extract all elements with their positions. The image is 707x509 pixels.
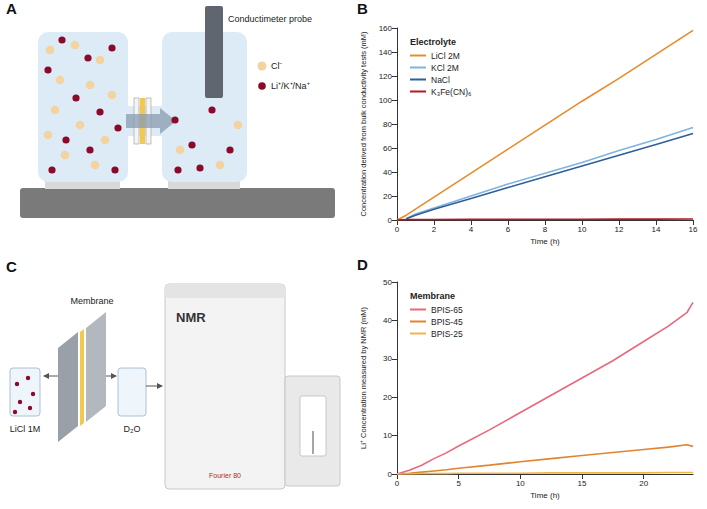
svg-text:Cl⁻: Cl⁻ — [271, 61, 283, 71]
svg-text:0: 0 — [388, 470, 393, 479]
svg-text:K₃Fe(CN)₆: K₃Fe(CN)₆ — [431, 87, 471, 97]
svg-text:KCl 2M: KCl 2M — [431, 63, 459, 73]
svg-text:2: 2 — [432, 225, 437, 234]
svg-text:NMR: NMR — [176, 310, 206, 325]
svg-text:140: 140 — [379, 48, 393, 57]
svg-text:80: 80 — [383, 120, 392, 129]
svg-text:D₂O: D₂O — [124, 424, 141, 434]
svg-text:Fourier 80: Fourier 80 — [209, 472, 241, 479]
svg-text:100: 100 — [379, 96, 393, 105]
svg-text:BPIS-25: BPIS-25 — [431, 329, 463, 339]
svg-text:40: 40 — [383, 316, 392, 325]
html-text:B: B — [357, 0, 368, 17]
svg-text:160: 160 — [379, 24, 393, 33]
svg-text:Li⁺ Concentration measured by: Li⁺ Concentration measured by NMR (mM) — [359, 307, 368, 449]
svg-text:20: 20 — [639, 479, 648, 488]
svg-text:Conductimeter probe: Conductimeter probe — [228, 14, 312, 24]
svg-text:20: 20 — [383, 192, 392, 201]
svg-text:4: 4 — [469, 225, 474, 234]
svg-text:0: 0 — [395, 479, 400, 488]
html-text:C: C — [6, 258, 17, 275]
svg-text:NaCl: NaCl — [431, 75, 450, 85]
svg-text:6: 6 — [506, 225, 511, 234]
svg-text:Li⁺/K⁺/Na⁺: Li⁺/K⁺/Na⁺ — [271, 81, 310, 91]
svg-text:Membrane: Membrane — [70, 296, 113, 306]
svg-text:5: 5 — [456, 479, 461, 488]
svg-text:120: 120 — [379, 72, 393, 81]
svg-text:0: 0 — [395, 225, 400, 234]
svg-text:Electrolyte: Electrolyte — [410, 37, 456, 47]
svg-text:14: 14 — [652, 225, 661, 234]
svg-text:40: 40 — [383, 168, 392, 177]
svg-text:30: 30 — [383, 354, 392, 363]
svg-text:Time (h): Time (h) — [530, 237, 560, 246]
svg-text:10: 10 — [383, 431, 392, 440]
svg-text:20: 20 — [383, 393, 392, 402]
svg-text:LiCl 1M: LiCl 1M — [10, 424, 41, 434]
svg-text:10: 10 — [578, 225, 587, 234]
svg-text:BPIS-45: BPIS-45 — [431, 317, 463, 327]
html-text:A: A — [6, 0, 17, 17]
svg-text:50: 50 — [383, 278, 392, 287]
svg-text:Membrane: Membrane — [410, 291, 455, 301]
svg-text:16: 16 — [689, 225, 698, 234]
svg-text:8: 8 — [543, 225, 548, 234]
svg-text:LiCl 2M: LiCl 2M — [431, 51, 460, 61]
svg-text:10: 10 — [516, 479, 525, 488]
svg-text:BPIS-65: BPIS-65 — [431, 305, 463, 315]
svg-text:15: 15 — [578, 479, 587, 488]
svg-text:Time (h): Time (h) — [530, 491, 560, 500]
svg-text:12: 12 — [615, 225, 624, 234]
svg-text:0: 0 — [388, 216, 393, 225]
html-text:D: D — [357, 256, 368, 273]
svg-text:60: 60 — [383, 144, 392, 153]
svg-text:Concentration derived from bul: Concentration derived from bulk conducti… — [359, 31, 368, 217]
